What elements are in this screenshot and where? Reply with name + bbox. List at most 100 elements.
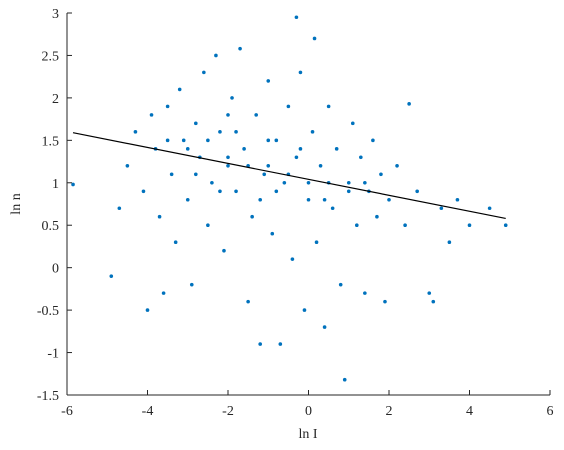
point — [250, 214, 254, 219]
point — [302, 308, 307, 312]
point — [226, 113, 230, 117]
y-tick-label: 2 — [52, 92, 59, 107]
x-tick-label: -2 — [222, 404, 234, 419]
point — [266, 164, 271, 168]
point — [342, 377, 347, 382]
y-tick-label: -1 — [47, 347, 59, 362]
point — [258, 342, 263, 346]
point — [157, 214, 162, 219]
point — [298, 70, 303, 75]
point — [133, 130, 138, 134]
point — [278, 342, 283, 346]
point — [109, 274, 114, 278]
point — [282, 180, 287, 185]
point — [350, 121, 355, 126]
point — [258, 197, 263, 202]
point — [242, 147, 246, 151]
x-axis-label: ln I — [298, 427, 317, 442]
point — [266, 79, 271, 83]
point — [330, 206, 335, 211]
y-tick-label: 1.5 — [42, 134, 60, 149]
point — [487, 206, 492, 211]
point — [145, 308, 150, 312]
point — [455, 197, 460, 202]
y-tick-label: -1.5 — [37, 389, 59, 404]
point — [194, 172, 198, 177]
point — [395, 164, 399, 168]
point — [161, 291, 166, 295]
point — [310, 130, 315, 134]
y-tick-label: 0 — [52, 262, 59, 277]
point — [363, 180, 367, 185]
y-axis-label: ln n — [9, 193, 24, 214]
point — [379, 172, 383, 177]
point — [387, 197, 391, 202]
point — [359, 155, 363, 160]
point — [226, 155, 230, 160]
fit-line — [72, 132, 506, 220]
point — [318, 164, 323, 168]
point — [206, 223, 210, 228]
point — [141, 189, 146, 194]
point — [165, 104, 170, 109]
point — [371, 138, 375, 143]
y-tick-label: 3 — [52, 7, 59, 22]
point — [274, 138, 279, 143]
point — [298, 147, 303, 151]
point — [334, 147, 339, 151]
point — [194, 121, 198, 126]
y-tick-label: 2.5 — [42, 49, 60, 64]
point — [218, 130, 222, 134]
y-tick-label: 0.5 — [42, 219, 60, 234]
point — [177, 87, 182, 92]
point — [214, 53, 218, 58]
point — [234, 130, 238, 134]
point — [314, 240, 319, 244]
point — [286, 104, 291, 109]
point — [355, 223, 359, 228]
point — [173, 240, 178, 244]
point — [185, 197, 190, 202]
point — [447, 240, 452, 244]
point — [312, 36, 317, 41]
point — [306, 197, 311, 202]
point — [254, 113, 258, 117]
point — [338, 282, 343, 287]
point — [467, 223, 472, 228]
point — [439, 206, 444, 211]
point — [189, 282, 194, 287]
point — [238, 46, 242, 51]
point — [431, 299, 436, 304]
point — [503, 223, 508, 228]
point — [218, 189, 222, 194]
point — [403, 223, 407, 228]
point — [266, 138, 271, 143]
point — [125, 164, 130, 168]
point — [165, 138, 170, 143]
x-tick-label: 0 — [305, 404, 312, 419]
point — [230, 96, 234, 100]
point — [326, 104, 331, 109]
point — [346, 189, 351, 194]
x-tick-label: 4 — [466, 404, 473, 419]
point — [226, 164, 230, 168]
point — [71, 182, 75, 187]
point — [202, 70, 206, 75]
point — [274, 189, 279, 194]
point — [306, 180, 311, 185]
point — [246, 299, 250, 304]
point — [149, 113, 154, 117]
point — [322, 197, 327, 202]
y-tick-label: -0.5 — [37, 304, 59, 319]
x-tick-label: -6 — [61, 404, 73, 419]
x-tick-label: -4 — [142, 404, 154, 419]
y-tick-label: 1 — [52, 177, 59, 192]
point — [290, 257, 295, 261]
point — [181, 138, 186, 143]
point — [222, 248, 226, 253]
point — [407, 102, 411, 106]
point — [169, 172, 174, 177]
point — [234, 189, 238, 194]
point — [346, 180, 351, 185]
